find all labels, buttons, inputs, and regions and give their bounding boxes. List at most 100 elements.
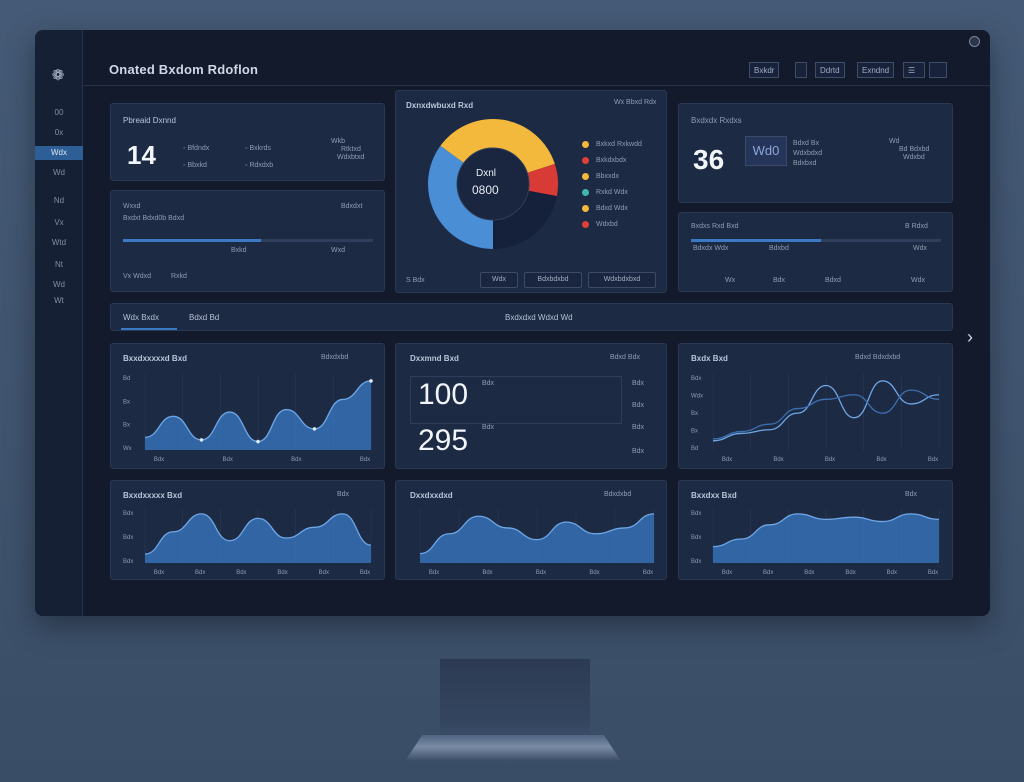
- kpi-line: Bdxbxd: [793, 160, 817, 167]
- layout-icon[interactable]: [929, 62, 947, 78]
- panel-subtitle: Wx Bbxd Rdx: [614, 99, 657, 106]
- y-tick-label: Bdx: [123, 535, 133, 541]
- panel-title: Wxxd: [123, 203, 141, 210]
- chart-panel-mid-left: Bxxdxxxxxd Bxd Bdxdxbd Bd Bx Bx Wx Bdx Bdx Bdx…: [110, 343, 385, 469]
- progress-tick: Bdxdx Wdx: [693, 245, 729, 252]
- x-tick-label: Bdx: [360, 570, 370, 576]
- donut-chip[interactable]: Wdx: [480, 272, 518, 288]
- legend-label: Bxkxd Rxkwdd: [596, 141, 642, 148]
- panel-title: Dxxmnd Bxd: [410, 354, 459, 363]
- legend-label: Bbxxdx: [596, 173, 619, 180]
- x-tick-label: Bdx: [928, 457, 938, 463]
- donut-slice: [493, 190, 557, 249]
- app-title: Onated Bxdom Rdoflon: [109, 62, 259, 77]
- y-tick-label: Bx: [691, 429, 698, 435]
- series-line: [419, 513, 655, 555]
- area-chart: Bdx Bdx Bdx Bdx Bdx: [419, 509, 655, 576]
- area-chart: Bdx Bdx Bdx Bdx Bdx Bdx Bdx Bdx Bdx: [123, 509, 372, 576]
- progress-footer: Wdx: [911, 277, 925, 284]
- x-tick-label: Bdx: [773, 457, 783, 463]
- x-tick-label: Bdx: [887, 570, 897, 576]
- sidebar-item[interactable]: Wt: [54, 296, 64, 305]
- kpi-row-label: ◦ Bbxkd: [183, 162, 207, 169]
- area-fill: [713, 513, 939, 563]
- progress-footer: Vx Wdxd: [123, 273, 152, 280]
- monitor-stand-neck: [440, 659, 590, 737]
- kpi-side-label: Rtktxd: [341, 146, 361, 153]
- sidebar-item[interactable]: Vx: [54, 218, 64, 227]
- tab-strip: Wdx Bxdx Bdxd Bd Bxdxdxd Wdxd Wd: [110, 303, 953, 331]
- legend-label: Bxkdxbdx: [596, 157, 627, 164]
- donut-chip[interactable]: Wdxbdxbxd: [588, 272, 656, 288]
- x-tick-label: Bdx: [589, 570, 599, 576]
- legend-dot: [582, 189, 589, 196]
- legend-dot: [582, 205, 589, 212]
- monitor-screen: ❁ 00 0x Wdx Wd Nd Vx Wtd Nt Wd Wt Onated…: [35, 30, 990, 616]
- settings-icon[interactable]: [969, 36, 980, 47]
- x-tick-label: Bdx: [319, 570, 329, 576]
- legend-label: Rxkd Wdx: [596, 189, 628, 196]
- panel-title: Dxnxdwbuxd Rxd: [406, 101, 474, 110]
- x-tick-label: Bdx: [482, 570, 492, 576]
- y-tick-label: Bd: [123, 376, 130, 382]
- sidebar-item[interactable]: Wd: [53, 280, 65, 289]
- chart-panel-bot-center: Dxxdxxdxd Bdxdxbd Bdx Bdx Bdx Bdx Bdx: [395, 480, 667, 580]
- progress-fill: [123, 239, 261, 242]
- data-point: [312, 427, 317, 431]
- panel-subtitle: B Rdxd: [905, 223, 928, 230]
- tab-overview[interactable]: Wdx Bxdx: [123, 313, 160, 322]
- series-line: [144, 513, 372, 555]
- sidebar-item[interactable]: 0x: [54, 128, 64, 137]
- toolbar-button[interactable]: Exndnd: [857, 62, 895, 78]
- chart-panel-bot-right: Bxxdxx Bxd Bdx Bdx Bdx Bdx Bdx Bdx Bdx Bdx Bdx B…: [678, 480, 953, 580]
- kpi-row-label: ◦ Rdxdxb: [245, 162, 274, 169]
- grid-icon[interactable]: [795, 62, 807, 78]
- panel-title: Pbreaid Dxnnd: [123, 116, 176, 125]
- metric-tick: Bdx: [632, 424, 645, 431]
- kpi-side-label: Wkb: [331, 138, 345, 145]
- progress-ticks: Bxdxt Bdxd0b Bdxd: [123, 215, 185, 222]
- y-tick-label: Bdx: [691, 559, 701, 565]
- menu-button[interactable]: ☰: [903, 62, 925, 78]
- progress-footer: Rxkd: [171, 273, 187, 280]
- metric-tick: Bdx: [632, 402, 645, 409]
- chart-panel-mid-right: Bxdx Bxd Bdxd Bdxdxbd Bdx Wdx Bx Bx Bd Bdx Bdx…: [678, 343, 953, 469]
- y-tick-label: Bd: [691, 446, 698, 452]
- area-chart: Bd Bx Bx Wx Bdx Bdx Bdx Bdx: [123, 374, 373, 463]
- legend-dot: [582, 221, 589, 228]
- panel-title: Bxdxs Rxd Bxd: [691, 223, 739, 230]
- monitor-stand-base: [405, 735, 621, 761]
- donut-footer: S Bdx: [406, 277, 425, 284]
- x-tick-label: Bdx: [928, 570, 938, 576]
- panel-subtitle: Bdx: [337, 491, 350, 498]
- data-point: [199, 438, 204, 442]
- metrics-panel: Dxxmnd Bxd Bdxd Bdx 100 Bdx 295 Bdx Bdx …: [395, 343, 667, 469]
- progress-fill: [691, 239, 821, 242]
- panel-subtitle: Bdxdxbd: [321, 354, 349, 361]
- kpi-side-label: Wdxbd: [903, 154, 925, 161]
- sidebar-item[interactable]: Nd: [53, 196, 65, 205]
- kpi-side-label: Wdxbtxd: [337, 154, 365, 161]
- data-point: [369, 379, 373, 383]
- sidebar-item[interactable]: Nt: [55, 260, 63, 269]
- tab-secondary[interactable]: Bdxd Bd: [189, 313, 220, 322]
- area-fill: [145, 380, 371, 450]
- sidebar-item[interactable]: Wd: [53, 168, 65, 177]
- legend-label: Bdxd Wdx: [596, 205, 628, 212]
- donut-chip[interactable]: Bdxbdxbd: [524, 272, 582, 288]
- sidebar-item-active[interactable]: Wdx: [35, 146, 83, 160]
- x-tick-label: Bdx: [722, 570, 732, 576]
- progress-bar: [691, 239, 941, 242]
- y-tick-label: Bdx: [691, 511, 701, 517]
- y-tick-label: Wx: [123, 446, 132, 452]
- sidebar-item[interactable]: 00: [54, 108, 64, 117]
- toolbar-button[interactable]: Ddrtd: [815, 62, 845, 78]
- chevron-right-icon[interactable]: ›: [967, 327, 973, 347]
- toolbar-button[interactable]: Bxkdr: [749, 62, 780, 78]
- metric-label-2: Bdx: [482, 424, 495, 431]
- kpi-value: 36: [693, 144, 725, 175]
- series-line: [712, 380, 940, 442]
- sidebar-item[interactable]: Wtd: [51, 238, 67, 247]
- chart-panel-bot-left: Bxxdxxxxx Bxd Bdx Bdx Bdx Bdx Bdx Bdx Bdx Bdx B…: [110, 480, 385, 580]
- x-tick-label: Bdx: [804, 570, 814, 576]
